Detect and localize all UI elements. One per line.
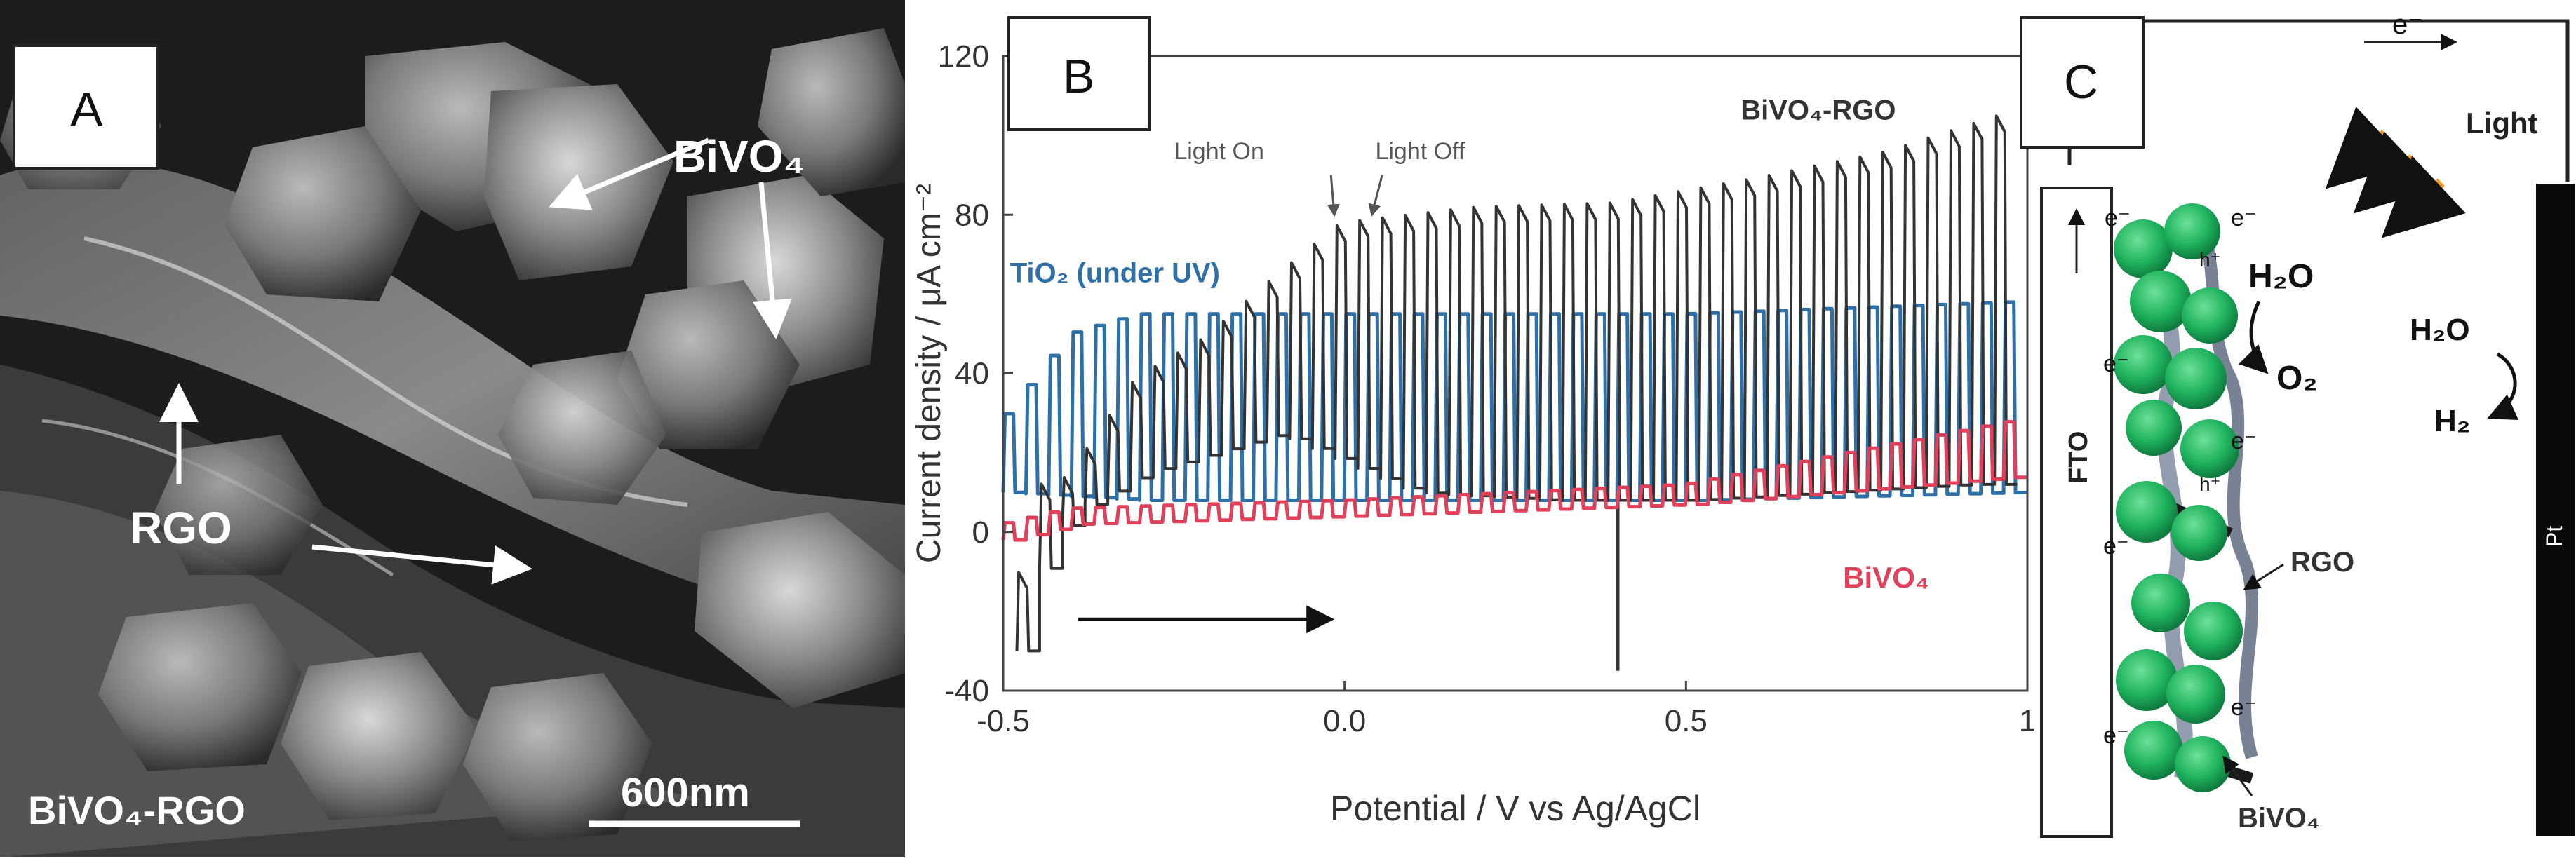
y-tick-label: 120 [938,39,989,74]
pt-label: Pt [2542,526,2567,547]
bivo4-particles [2114,203,2243,792]
pt-electrode [2536,184,2575,836]
panel-c-letter: C [2064,55,2098,109]
series-line-bivo4-rgo [1015,114,2018,653]
o2-label: O₂ [2276,360,2318,397]
electron-label-7: e⁻ [2103,722,2129,749]
y-tick-label: 80 [955,198,989,232]
rgo-label: RGO [2290,547,2354,578]
label-rgo: RGO [130,503,232,553]
electron-label-3: e⁻ [2103,351,2129,377]
arrow-bivo4-left [549,137,710,210]
h2o-cathode-label: H₂O [2410,313,2470,347]
panel-c-letter-box [2019,16,2145,149]
bivo4-label: BiVO₄ [2238,803,2320,834]
panel-b-letter-box [1007,16,1151,131]
electron-label-5: e⁻ [2231,428,2257,454]
x-tick-label: -0.5 [977,704,1030,738]
light-label: Light [2466,107,2538,140]
h2-label: H₂ [2434,404,2470,438]
annotation-light-off: Light Off [1375,138,1465,165]
bivo4-pointer [2222,755,2253,796]
panel-a-letter: A [70,82,103,137]
annotation-light-on: Light On [1174,138,1264,165]
label-sample: BiVO₄-RGO [28,788,246,832]
x-axis-label: Potential / V vs Ag/AgCl [1330,789,1700,828]
light-arrows [2325,107,2466,238]
arrow-rgo-right [311,544,532,585]
oxidation-arrow [2239,300,2269,374]
scale-bar-label: 600nm [621,770,750,815]
panel-b-chart: -0.5 0.0 0.5 1 -40 0 40 80 120 Potential / V vs A… [905,0,2041,857]
electron-label-2: e⁻ [2231,205,2257,231]
series-line-tio2 [1001,300,2027,502]
electron-label-1: e⁻ [2105,205,2131,231]
series-label-bivo4-rgo: BiVO₄-RGO [1740,95,1896,126]
panel-a-letter-box [13,44,159,170]
panel-c-schematic: e⁻ FTO Pt [2019,0,2576,857]
series-line-bivo4 [1001,420,2027,542]
y-tick-label: 40 [955,357,989,391]
photocurrent-chart: -0.5 0.0 0.5 1 -40 0 40 80 120 Potential / V vs A… [911,16,2036,828]
panel-a-sem-image: BiVO₄ RGO BiVO₄-RGO 600nm A [0,0,905,857]
h2o-photoanode-label: H₂O [2248,258,2314,295]
sem-image: BiVO₄ RGO BiVO₄-RGO 600nm A [0,0,905,857]
y-tick-label: -40 [944,674,989,708]
y-axis-label: Current density / μA cm⁻² [911,184,948,563]
schematic: e⁻ FTO Pt [2019,9,2575,838]
annotation-light-off-arrow [1368,175,1383,217]
annotation-light-on-arrow [1327,175,1340,217]
rgo-pointer [2243,563,2284,590]
reduction-arrow [2487,352,2519,421]
y-tick-label: 0 [972,515,989,550]
x-tick-label: 1 [2019,704,2036,738]
series-label-tio2: TiO₂ (under UV) [1010,257,1220,288]
x-tick-label: 0.0 [1323,704,1366,738]
hole-label-2: h⁺ [2199,473,2220,495]
x-tick-label: 0.5 [1665,704,1708,738]
electron-top-label: e⁻ [2392,9,2422,40]
electron-label-6: e⁻ [2231,694,2257,721]
series-label-bivo4: BiVO₄ [1843,561,1929,594]
fto-label: FTO [2064,431,2093,484]
electron-label-4: e⁻ [2103,533,2129,560]
panel-b-letter: B [1063,50,1094,103]
fto-electrode [2040,187,2113,838]
arrow-bivo4-down [753,182,792,339]
label-bivo4: BiVO₄ [673,131,805,182]
hole-label-1: h⁺ [2199,249,2220,271]
